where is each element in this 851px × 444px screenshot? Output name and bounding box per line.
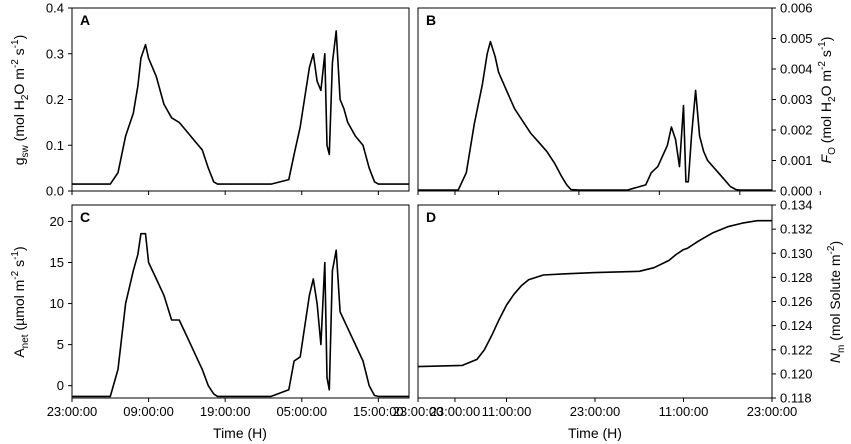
panel-d-ytick-label: 0.122 <box>780 342 813 357</box>
panel-b-ytick-label: 0.002 <box>780 123 813 138</box>
panel-c-ytick-label: 15 <box>50 255 64 270</box>
panel-d-xtick-label: 23:00:00 <box>570 404 621 419</box>
panel-d-ytick-label: 0.124 <box>780 318 813 333</box>
panel-c-xtick-label: 05:00:00 <box>276 404 327 419</box>
panel-b-series-line <box>418 40 772 191</box>
panel-c-ytick-label: 0 <box>57 378 64 393</box>
panel-d-xtick-label: 11:00:00 <box>482 404 532 419</box>
panel-d-ytick-label: 0.132 <box>780 222 813 237</box>
panel-d-frame <box>417 204 773 399</box>
panel-d-ytick-label: 0.126 <box>780 294 813 309</box>
panel-c-frame <box>71 204 410 399</box>
panel-c-ytick-label: 10 <box>50 296 64 311</box>
panel-c-xtick-label: 15:00:00 <box>353 404 404 419</box>
panel-a-frame <box>71 7 410 192</box>
panel-b-ytick-label: 0.004 <box>780 62 813 77</box>
panel-c-series-line <box>72 232 409 398</box>
panel-d-ytick-label: 0.134 <box>780 198 813 213</box>
panel-d-ytick-label: 0.118 <box>780 391 812 406</box>
panel-c-ytick-label: 20 <box>50 214 64 229</box>
panel-b-ytick-label: 0.006 <box>780 1 813 16</box>
panel-d-xtick-label: 11:00:00 <box>659 404 709 419</box>
panel-a-ytick-label: 0.3 <box>46 46 64 61</box>
panel-d-xtick-label: 23:00:00 <box>393 404 444 419</box>
panel-c-xtick-label: 23:00:00 <box>430 404 481 419</box>
panel-a-ytick-label: 0.0 <box>46 184 64 199</box>
panel-b-letter: B <box>426 12 436 28</box>
panel-a-series-line <box>72 30 409 185</box>
panel-b-ytick-label: 0.000 <box>780 184 813 199</box>
panel-d-ytick-label: 0.128 <box>780 270 813 285</box>
panel-c-xlabel: Time (H) <box>213 425 267 441</box>
panel-c-xtick-label: 23:00:00 <box>47 404 98 419</box>
panel-c-ylabel: Anet (µmol m-2 s-1) <box>10 246 31 357</box>
panel-d-xtick-label: 23:00:00 <box>747 404 798 419</box>
panel-b-ytick-label: 0.003 <box>780 92 813 107</box>
panel-c-xtick-label: 09:00:00 <box>123 404 174 419</box>
panel-b-ytick-label: 0.001 <box>780 153 813 168</box>
panel-b-ylabel: FO (mol H2O m-2 s-1) <box>817 37 838 164</box>
panel-c-ytick-label: 5 <box>57 337 64 352</box>
panel-d-letter: D <box>426 209 436 225</box>
panel-c-letter: C <box>80 209 90 225</box>
panel-d-ytick-label: 0.130 <box>780 246 813 261</box>
panel-c-xtick-label: 19:00:00 <box>200 404 251 419</box>
panel-a-ytick-label: 0.4 <box>46 1 64 16</box>
panel-b-ytick-label: 0.005 <box>780 31 813 46</box>
chart-marks: 0.0 0.1 0.2 0.3 0.4 0.000 0.001 0.002 0.003 0.004… <box>46 1 821 419</box>
panel-d-ylabel: Nm (mol Solute m-2) <box>826 241 847 363</box>
panel-a-letter: A <box>80 12 90 28</box>
panel-d-ytick-label: 0.120 <box>780 366 813 381</box>
panel-a-ytick-label: 0.1 <box>46 138 64 153</box>
panel-b-frame <box>417 7 773 192</box>
panel-d-xlabel: Time (H) <box>568 425 622 441</box>
panel-a-ylabel: gsw (mol H2O m-2 s-1) <box>10 35 31 166</box>
panel-d-series-line <box>417 219 772 368</box>
panel-a-ytick-label: 0.2 <box>46 92 64 107</box>
